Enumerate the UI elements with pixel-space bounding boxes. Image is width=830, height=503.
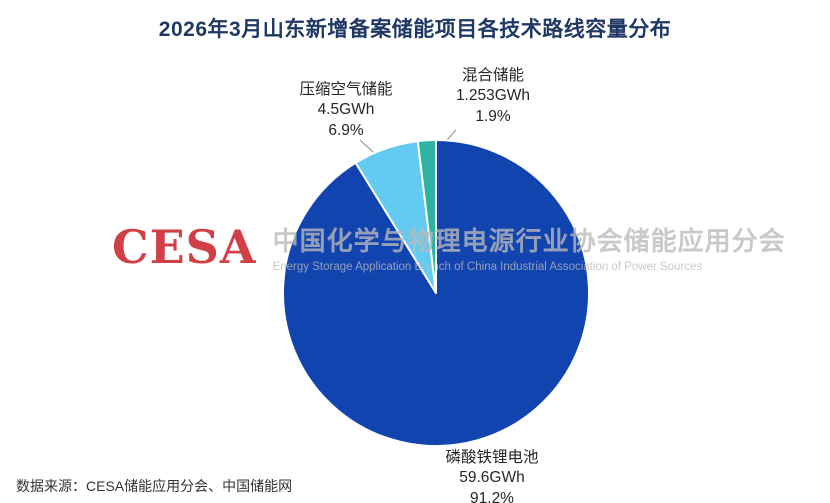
pie-label-name: 磷酸铁锂电池 (445, 449, 539, 466)
pie-label-percent: 1.9% (475, 107, 511, 125)
pie-label-lfp-battery: 磷酸铁锂电池 59.6GWh 91.2% (409, 448, 575, 503)
chart-title: 2026年3月山东新增备案储能项目各技术路线容量分布 (158, 18, 672, 41)
pie-label-hybrid-storage: 混合储能 1.253GWh 1.9% (410, 66, 576, 127)
data-source-note: 数据来源：CESA储能应用分会、中国储能网 (16, 478, 293, 494)
pie-label-name: 混合储能 (461, 67, 524, 84)
pie-slice-2 (416, 139, 437, 294)
pie-label-percent: 91.2% (470, 489, 514, 503)
pie-label-value: 59.6GWh (459, 469, 525, 487)
pie-label-name: 压缩空气储能 (299, 81, 393, 98)
pie-slices-group (282, 139, 590, 447)
pie-label-percent: 6.9% (328, 121, 364, 139)
pie-label-compressed-air: 压缩空气储能 4.5GWh 6.9% (263, 80, 429, 141)
pie-label-value: 1.253GWh (455, 87, 531, 105)
pie-label-value: 4.5GWh (317, 101, 375, 119)
